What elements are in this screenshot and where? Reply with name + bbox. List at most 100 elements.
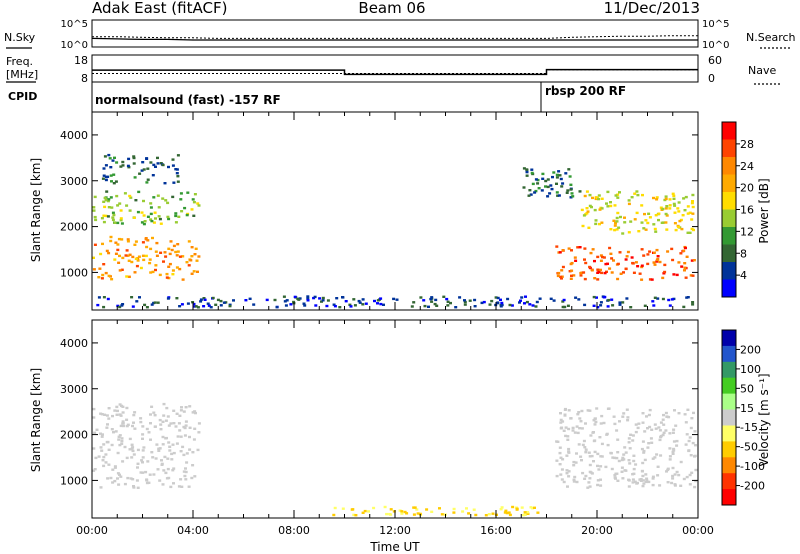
data-cell xyxy=(101,242,104,246)
data-cell xyxy=(656,255,660,258)
data-cell xyxy=(634,463,638,466)
data-cell xyxy=(184,478,188,481)
data-cell xyxy=(119,219,123,222)
data-cell xyxy=(161,197,165,200)
data-cell xyxy=(689,454,693,457)
data-cell xyxy=(106,477,110,480)
data-cell xyxy=(651,300,655,303)
data-cell xyxy=(522,167,526,170)
data-cell xyxy=(106,440,110,444)
data-cell xyxy=(100,277,104,280)
data-cell xyxy=(683,269,686,272)
data-cell xyxy=(587,226,591,229)
data-cell xyxy=(116,304,120,308)
data-cell xyxy=(110,428,114,431)
data-cell xyxy=(167,441,171,444)
data-cell xyxy=(137,190,141,194)
data-cell xyxy=(400,510,404,513)
data-cell xyxy=(100,413,104,416)
data-cell xyxy=(154,457,158,460)
data-cell xyxy=(632,271,636,274)
data-cell xyxy=(633,480,637,483)
data-cell xyxy=(111,159,115,162)
data-cell xyxy=(389,513,393,516)
data-cell xyxy=(634,430,638,434)
data-cell xyxy=(564,172,568,175)
data-cell xyxy=(156,156,159,160)
data-cell xyxy=(527,194,531,197)
data-cell xyxy=(552,299,556,302)
data-cell xyxy=(634,423,638,426)
colorbar-frame xyxy=(721,329,737,506)
data-cell xyxy=(562,298,566,302)
data-cell xyxy=(627,199,631,202)
data-cell xyxy=(686,205,690,208)
data-cell xyxy=(546,185,550,189)
data-cell xyxy=(651,483,655,487)
data-cell xyxy=(627,441,631,444)
data-cell xyxy=(170,248,174,252)
data-cell xyxy=(179,450,183,453)
data-cell xyxy=(614,477,617,480)
data-cell xyxy=(197,255,201,258)
cpid-mode-2: rbsp 200 RF xyxy=(545,84,626,98)
data-cell xyxy=(673,409,676,412)
data-cell xyxy=(121,420,125,423)
data-cell xyxy=(576,431,580,435)
data-cell xyxy=(145,427,149,431)
data-cell xyxy=(522,186,526,189)
data-cell xyxy=(112,173,116,176)
colorbar-tick-label: 16 xyxy=(740,204,754,217)
data-cell xyxy=(518,301,521,304)
data-cell xyxy=(663,270,667,274)
data-cell xyxy=(575,425,579,428)
data-cell xyxy=(626,416,630,419)
colorbar-swatch xyxy=(722,393,736,410)
data-cell xyxy=(668,304,672,307)
data-cell xyxy=(178,267,182,271)
data-cell xyxy=(688,231,692,234)
data-cell xyxy=(646,446,650,449)
noise-left-tick-top: 10^5 xyxy=(61,19,88,30)
data-cell xyxy=(128,448,132,451)
data-cell xyxy=(209,306,213,309)
colorbar-swatch xyxy=(722,279,736,298)
data-cell xyxy=(560,478,564,481)
data-cell xyxy=(600,197,604,200)
data-cell xyxy=(152,411,156,414)
noise-panel: N.Sky 10^5 10^0 10^5 10^0 N.Search xyxy=(4,19,796,51)
data-cell xyxy=(446,304,450,307)
data-cell xyxy=(672,440,676,443)
y-tick-label: 3000 xyxy=(60,175,88,188)
data-cell xyxy=(662,431,666,434)
data-cell xyxy=(179,478,183,481)
data-cell xyxy=(675,444,679,447)
data-cell xyxy=(599,268,602,272)
data-cell xyxy=(102,214,106,217)
data-cell xyxy=(197,422,201,425)
data-cell xyxy=(588,193,592,197)
data-cell xyxy=(109,235,113,239)
data-cell xyxy=(101,273,105,277)
data-cell xyxy=(640,447,644,451)
data-cell xyxy=(191,411,195,414)
data-cell xyxy=(665,214,669,217)
data-cell xyxy=(452,511,456,514)
data-cell xyxy=(674,424,678,427)
data-cell xyxy=(109,196,113,199)
data-cell xyxy=(584,422,587,425)
data-cell xyxy=(668,455,672,458)
data-cell xyxy=(166,201,170,205)
data-cell xyxy=(567,451,571,454)
data-cell xyxy=(673,222,677,225)
data-cell xyxy=(104,271,108,275)
data-cell xyxy=(614,222,617,225)
data-cell xyxy=(136,210,140,214)
data-cell xyxy=(654,427,658,430)
data-cell xyxy=(352,298,356,301)
data-cell xyxy=(625,297,629,300)
data-cell xyxy=(599,455,603,458)
data-cell xyxy=(655,453,659,456)
data-cell xyxy=(137,255,141,258)
data-cell xyxy=(609,204,613,208)
